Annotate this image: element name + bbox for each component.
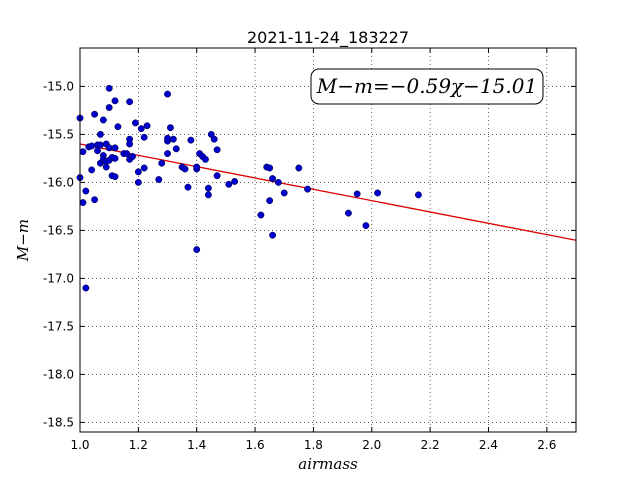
data-point — [96, 141, 104, 149]
data-point — [111, 173, 119, 181]
data-point — [213, 172, 221, 180]
data-point — [184, 183, 192, 191]
data-point — [111, 97, 119, 105]
data-point — [131, 119, 139, 127]
data-point — [140, 164, 148, 172]
x-tick-label: 1.0 — [70, 438, 89, 452]
data-point — [79, 199, 87, 207]
data-point — [88, 142, 96, 150]
x-tick-label: 2.0 — [362, 438, 381, 452]
data-point — [82, 187, 90, 195]
y-tick-label: -17.5 — [43, 319, 74, 333]
data-point — [102, 163, 110, 171]
data-point — [126, 98, 134, 106]
data-point — [193, 163, 201, 171]
data-point — [295, 164, 303, 172]
data-point — [169, 135, 177, 143]
y-tick-label: -18.5 — [43, 415, 74, 429]
data-point — [213, 146, 221, 154]
data-point — [166, 124, 174, 132]
x-tick-label: 2.6 — [537, 438, 556, 452]
data-point — [269, 175, 277, 183]
points — [76, 84, 422, 292]
data-point — [181, 165, 189, 173]
data-point — [82, 284, 90, 292]
x-tick-labels: 1.0 1.2 1.4 1.6 1.8 2.0 2.2 2.4 2.6 — [70, 438, 556, 452]
data-point — [158, 159, 166, 167]
y-tick-label: -17.0 — [43, 271, 74, 285]
y-tick-labels: -15.0 -15.5 -16.0 -16.5 -17.0 -17.5 -18.0 -18.5 — [43, 79, 74, 429]
data-point — [225, 180, 233, 188]
data-point — [414, 191, 422, 199]
data-point — [140, 133, 148, 141]
data-point — [266, 197, 274, 205]
x-tick-label: 2.4 — [479, 438, 498, 452]
data-point — [79, 148, 87, 156]
x-tick-label: 1.4 — [187, 438, 206, 452]
data-point — [155, 176, 163, 183]
data-point — [204, 191, 212, 199]
data-point — [105, 144, 113, 152]
grid — [80, 48, 576, 432]
y-tick-label: -15.5 — [43, 127, 74, 141]
data-point — [269, 231, 277, 239]
data-point — [274, 178, 282, 186]
ticks — [79, 48, 576, 432]
y-tick-label: -18.0 — [43, 367, 74, 381]
data-point — [114, 123, 122, 131]
data-point — [164, 134, 171, 142]
data-point — [266, 164, 274, 172]
data-point — [344, 209, 352, 217]
data-point — [91, 110, 99, 118]
data-point — [105, 104, 113, 111]
chart-title: 2021-11-24_183227 — [247, 28, 409, 48]
plot-area — [80, 48, 576, 432]
x-tick-label: 1.6 — [246, 438, 265, 452]
data-point — [193, 246, 201, 254]
data-point — [362, 222, 370, 230]
data-point — [304, 185, 312, 193]
data-point — [123, 150, 131, 158]
data-point — [164, 150, 171, 158]
data-point — [210, 135, 218, 143]
data-point — [353, 190, 361, 198]
data-point — [187, 136, 195, 144]
y-tick-label: -16.5 — [43, 223, 74, 237]
annotation-text: M−m=−0.59χ−15.01 — [316, 74, 537, 98]
data-point — [105, 84, 113, 92]
data-point — [137, 125, 145, 133]
data-point — [134, 178, 142, 186]
data-point — [374, 189, 382, 197]
data-point — [111, 154, 119, 162]
plot-frame — [79, 47, 577, 433]
data-point — [88, 166, 96, 174]
data-point — [126, 140, 134, 148]
data-point — [202, 155, 209, 163]
data-point — [204, 184, 212, 192]
x-axis-label: airmass — [298, 455, 358, 473]
data-point — [94, 147, 101, 155]
annotation-box — [310, 68, 544, 105]
data-point — [280, 189, 288, 197]
data-point — [172, 145, 180, 153]
data-point — [99, 116, 107, 124]
y-tick-label: -15.0 — [43, 79, 74, 93]
x-tick-label: 2.2 — [421, 438, 440, 452]
data-point — [91, 196, 99, 204]
y-axis-label: M−m — [14, 219, 32, 262]
data-point — [96, 130, 104, 138]
x-tick-label: 1.2 — [129, 438, 148, 452]
data-point — [164, 90, 171, 98]
data-point — [257, 211, 265, 219]
x-tick-label: 1.8 — [304, 438, 323, 452]
data-point — [111, 144, 119, 152]
y-tick-label: -16.0 — [43, 175, 74, 189]
data-point — [231, 177, 239, 185]
data-point — [143, 122, 151, 130]
data-point — [129, 153, 136, 160]
data-point — [134, 168, 142, 176]
